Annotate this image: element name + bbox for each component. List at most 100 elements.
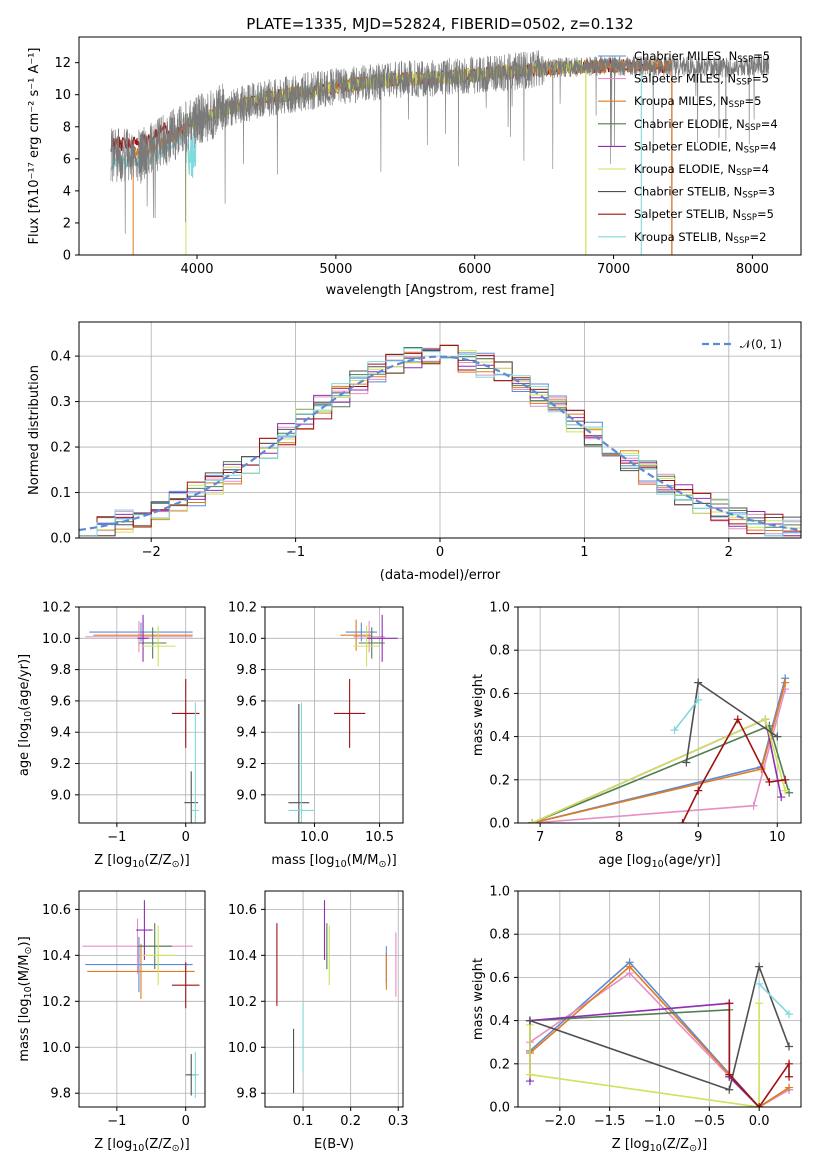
label-part: 10 — [132, 1143, 144, 1154]
y-tick-label: 10.0 — [228, 632, 257, 647]
y-tick-label: 2 — [63, 216, 71, 231]
y-tick-label: 10 — [54, 88, 71, 103]
label-part: )] — [180, 853, 190, 868]
x-tick-label: −2 — [142, 545, 161, 560]
x-tick-label: 10.5 — [365, 830, 394, 845]
y-tick-label: 0.2 — [489, 773, 510, 788]
series-line-salpeter_miles — [532, 688, 786, 823]
marker-kroupa_stelib — [670, 726, 679, 735]
label-part: mass [log — [17, 998, 32, 1061]
marker-chabrier_stelib — [694, 678, 703, 687]
marker-kroupa_elodie — [755, 999, 764, 1008]
axes-frame — [78, 321, 802, 539]
label-part: 10 — [335, 859, 347, 870]
legend-entry: 𝒩(0, 1) — [740, 337, 782, 351]
series-line-chabrier_elodie — [531, 724, 790, 823]
marker-chabrier_elodie — [785, 788, 794, 797]
y-axis-label: mass [log10(M/M⊙)] — [17, 936, 34, 1061]
label-part: )] — [387, 853, 397, 868]
y-tick-label: 9.8 — [50, 663, 71, 678]
legend-label: Chabrier MILES, N — [634, 49, 737, 63]
label-part: ⊙ — [172, 859, 180, 870]
y-tick-label: 0.2 — [489, 1057, 510, 1072]
x-tick-label: −2.0 — [544, 1114, 576, 1129]
axes-frame — [264, 890, 404, 1108]
x-tick-label: 9 — [694, 830, 702, 845]
marker-kroupa_miles — [625, 962, 634, 971]
y-tick-label: 4 — [63, 184, 71, 199]
marker-salpeter_stelib — [755, 1103, 764, 1107]
y-tick-label: 8 — [63, 120, 71, 135]
y-tick-label: 10.4 — [42, 949, 71, 964]
legend-label: Chabrier STELIB, N — [634, 185, 742, 199]
y-tick-label: 9.8 — [236, 663, 257, 678]
legend-sub: SSP — [742, 191, 758, 201]
x-tick-label: 5000 — [319, 262, 352, 277]
y-tick-label: 10.2 — [42, 601, 71, 616]
y-tick-label: 1.0 — [489, 885, 510, 900]
y-tick-label: 0.0 — [489, 1101, 510, 1116]
chart-title: PLATE=1335, MJD=52824, FIBERID=0502, z=0… — [246, 15, 633, 33]
label-part: E(B-V) — [314, 1137, 354, 1152]
x-tick-label: 8000 — [736, 262, 769, 277]
marker-chabrier_stelib — [755, 962, 764, 971]
x-tick-label: 7000 — [597, 262, 630, 277]
legend-label: Kroupa MILES, N — [634, 94, 729, 108]
legend-tail: =4 — [760, 139, 777, 153]
legend-entry: Salpeter ELODIE, NSSP=4 — [634, 139, 777, 155]
series-line-chabrier_stelib — [685, 681, 778, 763]
y-tick-label: 0.4 — [50, 350, 71, 365]
legend-entry: Kroupa MILES, NSSP=5 — [634, 94, 761, 110]
series-line-chabrier_miles — [532, 678, 786, 823]
marker-salpeter_stelib — [781, 775, 790, 784]
x-tick-label: −1 — [286, 545, 305, 560]
y-axis-label: mass weight — [471, 958, 486, 1040]
y-tick-label: 9.8 — [50, 1087, 71, 1102]
marker-chabrier_stelib — [725, 1085, 734, 1094]
legend-sub: SSP — [745, 123, 761, 133]
marker-kroupa_elodie — [761, 715, 770, 724]
axes-frame — [264, 606, 404, 824]
x-tick-label: 8 — [615, 830, 623, 845]
x-tick-label: 0 — [182, 830, 190, 845]
age_vs_mass-panel: 10.0 10.5 9.0 9.2 9.4 9.6 9.8 10.0 10.2 mass [log… — [228, 601, 404, 870]
label-part: λ10⁻¹⁷ erg cm⁻² s⁻¹ A⁻¹] — [27, 48, 42, 204]
x-tick-label: 10 — [769, 830, 786, 845]
x-axis-label: Z [log10(Z/Z⊙)] — [612, 1137, 707, 1154]
label-part: Flux [f — [27, 203, 42, 244]
x-tick-label: 0 — [436, 545, 444, 560]
weight-lines — [525, 958, 794, 1107]
histograms — [79, 344, 801, 538]
legend-tail: =5 — [752, 72, 769, 86]
y-tick-label: 0.6 — [489, 971, 510, 986]
y-tick-label: 0.4 — [489, 1014, 510, 1029]
label-part: 10 — [23, 711, 34, 723]
y-tick-label: 10.4 — [228, 949, 257, 964]
label-part: )] — [17, 936, 32, 946]
spectrum-panel: 4000 5000 6000 7000 8000 0 2 4 6 8 10 12 PLATE=1335,… — [27, 15, 802, 298]
legend-tail: =2 — [749, 230, 766, 244]
legend-entry: Chabrier ELODIE, NSSP=4 — [634, 117, 778, 133]
y-axis-label: Flux [fλ10⁻¹⁷ erg cm⁻² s⁻¹ A⁻¹] — [27, 48, 42, 245]
x-tick-label: 2 — [725, 545, 733, 560]
y-tick-label: 9.2 — [236, 757, 257, 772]
series-line-kroupa_stelib — [673, 699, 699, 731]
axes-frame — [517, 606, 802, 824]
label-part: ⊙ — [172, 1143, 180, 1154]
label-part: ⊙ — [23, 947, 34, 955]
error-bars — [288, 614, 398, 823]
legend-label: Kroupa STELIB, N — [634, 230, 734, 244]
legend-sub: SSP — [736, 168, 752, 178]
series-line-chabrier_stelib — [529, 963, 790, 1091]
marker-kroupa_elodie — [528, 819, 537, 823]
legend-label: Salpeter ELODIE, N — [634, 139, 744, 153]
label-part: (age/yr)] — [664, 853, 721, 868]
marker-salpeter_stelib — [765, 777, 774, 786]
label-part: (M/M — [17, 954, 32, 986]
model-line-kroupa_elodie — [185, 59, 587, 255]
mass_vs_EBV-panel: 0.1 0.2 0.3 9.8 10.0 10.2 10.4 10.6 E(B-V) — [228, 890, 409, 1152]
marker-salpeter_miles — [749, 801, 758, 810]
residuals-panel: −2 −1 0 1 2 0.0 0.1 0.2 0.3 0.4 (data-model)/error… — [27, 321, 802, 583]
axes-frame — [78, 606, 206, 824]
